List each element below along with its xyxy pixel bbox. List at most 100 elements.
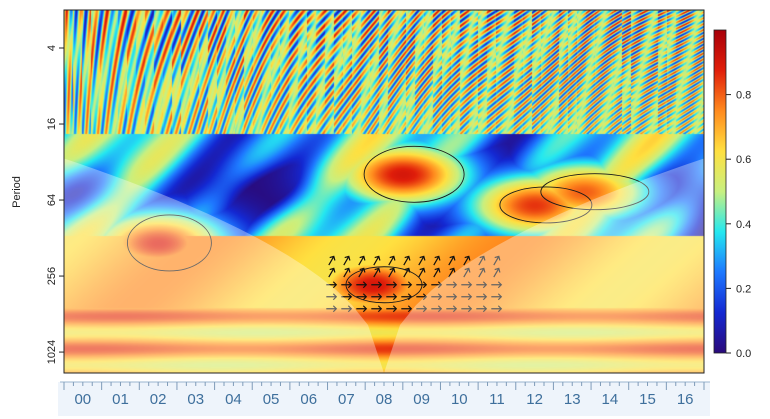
phase-arrow: [493, 255, 501, 266]
cone-of-influence: [64, 158, 704, 373]
phase-arrow: [356, 293, 368, 301]
x-tick-label: 00: [74, 391, 91, 408]
phase-arrows: [326, 255, 503, 313]
phase-arrow: [461, 293, 473, 301]
phase-arrow: [328, 267, 336, 278]
phase-arrow: [478, 267, 486, 278]
power-heatmap: [64, 10, 704, 373]
phase-arrow: [491, 281, 503, 289]
significance-contour: [126, 214, 212, 272]
phase-arrow: [388, 267, 396, 278]
phase-arrow: [461, 305, 473, 313]
significance-contours: [126, 145, 650, 304]
y-tick-label: 256: [46, 267, 58, 285]
phase-arrow: [463, 255, 471, 266]
heatmap-area: [63, 9, 705, 374]
x-axis: 00 01 02 03 04 05 06 07 08 09 10 11 12 13 14 15 16: [58, 381, 710, 416]
y-tick-label: 1024: [46, 340, 58, 364]
x-tick-label: 01: [112, 391, 129, 408]
phase-arrow: [476, 293, 488, 301]
phase-arrow: [416, 281, 428, 289]
phase-arrow: [328, 255, 336, 266]
x-tick-label: 05: [263, 391, 280, 408]
phase-arrow: [371, 305, 383, 313]
phase-arrow: [371, 281, 383, 289]
x-tick-label: 13: [564, 391, 581, 408]
x-tick-label: 14: [602, 391, 619, 408]
phase-arrow: [478, 255, 486, 266]
x-tick-label: 04: [225, 391, 242, 408]
phase-arrow: [431, 293, 443, 301]
phase-arrow: [461, 281, 473, 289]
phase-arrow: [416, 293, 428, 301]
phase-arrow: [343, 255, 351, 266]
phase-arrow: [403, 255, 411, 266]
phase-arrow: [418, 267, 426, 278]
significance-contour: [345, 266, 423, 304]
phase-arrow: [373, 255, 381, 266]
significance-contour: [363, 145, 465, 203]
phase-arrow: [386, 281, 398, 289]
y-axis: 4 16 64 256 1024: [46, 45, 64, 364]
phase-arrow: [491, 293, 503, 301]
phase-arrow: [448, 267, 456, 278]
x-axis-strip: [58, 382, 710, 416]
significance-contour: [499, 186, 593, 224]
phase-arrow: [388, 255, 396, 266]
phase-arrow: [386, 305, 398, 313]
colorbar-tick-label: 0.6: [736, 154, 751, 166]
phase-arrow: [463, 267, 471, 278]
phase-arrow: [446, 293, 458, 301]
phase-arrow: [343, 267, 351, 278]
x-tick-label: 12: [526, 391, 543, 408]
phase-arrow: [446, 281, 458, 289]
phase-arrow: [326, 281, 338, 289]
x-tick-label: 10: [451, 391, 468, 408]
phase-arrow: [386, 293, 398, 301]
phase-arrow: [448, 255, 456, 266]
phase-arrow: [401, 293, 413, 301]
phase-arrow: [476, 281, 488, 289]
x-tick-label: 16: [677, 391, 694, 408]
phase-arrow: [491, 305, 503, 313]
colorbar-tick-label: 0.8: [736, 90, 751, 102]
phase-arrow: [493, 267, 501, 278]
phase-arrow: [431, 305, 443, 313]
phase-arrow: [326, 305, 338, 313]
y-tick-label: 64: [46, 194, 58, 206]
phase-arrow: [326, 293, 338, 301]
colorbar-tick-label: 0.2: [736, 283, 751, 295]
phase-arrow: [433, 267, 441, 278]
phase-arrow: [373, 267, 381, 278]
phase-arrow: [358, 255, 366, 266]
y-tick-label: 16: [46, 118, 58, 130]
colorbar-scale: [713, 29, 727, 354]
phase-arrow: [431, 281, 443, 289]
y-axis-title: Period: [11, 176, 23, 208]
x-tick-label: 06: [300, 391, 317, 408]
significance-contour: [540, 173, 650, 211]
phase-arrow: [418, 255, 426, 266]
plot-frame: [63, 9, 705, 374]
phase-arrow: [446, 305, 458, 313]
x-tick-label: 09: [413, 391, 430, 408]
colorbar: 0.0 0.2 0.4 0.6 0.8: [713, 29, 751, 360]
x-tick-label: 15: [639, 391, 656, 408]
x-tick-label: 08: [376, 391, 393, 408]
x-tick-label: 03: [187, 391, 204, 408]
phase-arrow: [401, 305, 413, 313]
phase-arrow: [416, 305, 428, 313]
colorbar-tick-label: 0.0: [736, 348, 751, 360]
x-tick-label: 02: [150, 391, 167, 408]
phase-arrow: [371, 293, 383, 301]
phase-arrow: [356, 305, 368, 313]
y-tick-label: 4: [46, 45, 58, 51]
x-tick-label: 11: [489, 391, 505, 408]
x-tick-label: 07: [338, 391, 355, 408]
phase-arrow: [356, 281, 368, 289]
phase-arrow: [341, 293, 353, 301]
phase-arrow: [476, 305, 488, 313]
phase-arrow: [341, 305, 353, 313]
phase-arrow: [433, 255, 441, 266]
